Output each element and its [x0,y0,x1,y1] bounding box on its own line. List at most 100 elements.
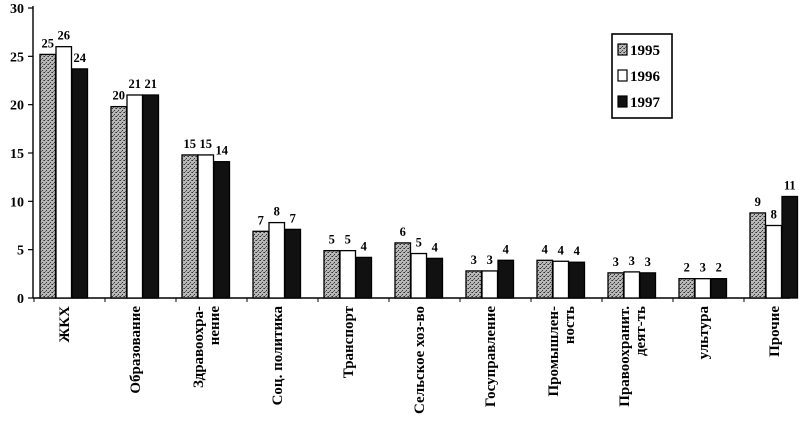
data-label-1996-2: 15 [200,137,213,151]
bar-1997-10 [781,195,799,299]
data-label-1997-10: 11 [784,179,796,193]
data-label-1996-6: 3 [487,253,493,267]
bar-1995-5 [394,242,412,299]
data-label-1996-9: 3 [700,261,706,275]
category-label-6: Госуправление [483,306,499,407]
category-label-line: нение [207,306,223,346]
bar-1995-10 [749,212,767,299]
data-label-1995-2: 15 [184,137,197,151]
y-tick-label: 30 [10,2,24,17]
bar-1997-5 [426,257,444,299]
data-label-1995-8: 3 [613,255,619,269]
bar-1995-2 [181,154,199,299]
category-label-line: ность [562,306,578,344]
bar-1997-6 [497,259,515,299]
category-label-line: Соц. политика [270,306,286,406]
category-label-9: ультура [696,306,712,360]
legend-swatch-1997 [617,95,628,108]
category-label-1: Образование [128,306,144,394]
data-label-1997-2: 14 [216,144,229,158]
data-label-1997-3: 7 [290,211,296,225]
data-label-1995-3: 7 [258,213,264,227]
bar-1997-9 [710,278,728,299]
data-label-1997-6: 4 [503,242,510,256]
y-tick-label: 0 [17,292,24,307]
bar-1995-1 [110,105,128,299]
data-label-1997-5: 4 [432,240,439,254]
legend-swatch-1995 [617,43,628,56]
data-label-1997-0: 24 [74,51,87,65]
data-label-1997-1: 21 [145,77,158,91]
data-label-1996-3: 8 [274,205,280,219]
data-label-1997-8: 3 [645,255,651,269]
data-label-1996-10: 8 [771,208,777,222]
data-label-1996-5: 5 [416,236,422,250]
category-label-0: ЖКХ [57,306,73,343]
category-label-line: ультура [696,306,712,360]
bar-1997-1 [142,94,160,299]
bar-1997-0 [71,68,89,299]
category-label-line: Госуправление [483,306,499,407]
category-label-8: Правоохранит. деят-ть [617,306,649,407]
category-labels: ЖКХ Образование Здравоохра-нение Соц. полит… [57,305,783,414]
category-label-line: Транспорт [341,305,357,378]
bar-1996-5 [410,252,428,299]
category-label-line: Правоохранит. [617,306,633,407]
data-label-1995-10: 9 [755,195,761,209]
data-label-1997-7: 4 [574,244,581,258]
bar-1997-7 [568,261,586,299]
bar-1997-4 [355,256,373,299]
bar-1995-3 [252,230,270,299]
category-label-3: Соц. политика [270,306,286,406]
legend-label-1996: 1996 [630,69,661,85]
data-label-1997-9: 2 [716,261,722,275]
y-tick-label: 20 [10,99,24,114]
bar-1995-0 [39,53,57,299]
data-label-1996-0: 26 [58,29,71,43]
bars [39,46,799,299]
bar-1995-4 [323,249,341,299]
bar-1996-2 [197,154,215,299]
y-tick-label: 25 [10,50,24,65]
legend-label-1995: 1995 [630,43,660,59]
category-label-line: деят-ть [633,306,649,356]
data-label-1995-4: 5 [329,233,335,247]
category-label-line: Прочие [767,306,783,357]
legend: 1995 1996 1997 [611,33,673,119]
y-tick-label: 5 [17,244,24,259]
bar-1995-8 [607,272,625,299]
category-label-line: ЖКХ [57,306,73,343]
data-label-1995-7: 4 [542,242,549,256]
category-label-4: Транспорт [341,305,357,378]
data-label-1995-0: 25 [42,36,55,50]
data-label-1995-6: 3 [471,253,477,267]
bar-1996-6 [481,270,499,299]
data-label-1995-5: 6 [400,225,406,239]
category-label-2: Здравоохра-нение [191,306,223,388]
y-tick-label: 10 [10,195,24,210]
bar-1995-7 [536,259,554,299]
data-label-1995-1: 20 [113,89,126,103]
data-label-1996-7: 4 [558,243,565,257]
data-label-1996-8: 3 [629,254,635,268]
bar-1995-9 [678,278,696,299]
bar-1996-1 [126,94,144,299]
bar-1996-3 [268,221,286,299]
bar-1995-6 [465,270,483,299]
legend-label-1997: 1997 [630,95,661,111]
category-label-line: Образование [128,306,144,394]
category-label-10: Прочие [767,306,783,357]
category-label-line: Здравоохра- [191,306,207,388]
bar-1997-2 [213,161,231,299]
bar-1996-7 [552,260,570,299]
category-label-5: Сельское хоз-во [412,306,428,414]
category-label-7: Промышлен-ность [546,306,578,397]
data-label-1997-4: 4 [361,239,368,253]
bar-1996-8 [623,271,641,299]
bar-1997-8 [639,272,657,299]
y-tick-label: 15 [10,147,24,162]
bar-1996-4 [339,249,357,299]
